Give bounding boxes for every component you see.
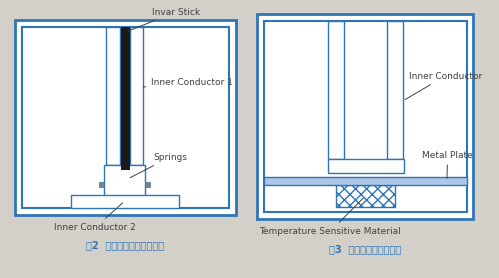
Bar [15,20,236,215]
Text: 图2  限制同轴腔内导体技术: 图2 限制同轴腔内导体技术 [86,240,164,250]
Text: Inner Conductor 1: Inner Conductor 1 [143,78,233,87]
Bar [121,27,130,170]
Bar [328,21,344,159]
Text: Inner Conductor: Inner Conductor [405,71,482,100]
Bar [130,27,143,165]
Text: 图3  同轴腔电容补偿技术: 图3 同轴腔电容补偿技术 [329,244,402,254]
Bar [145,182,150,187]
Bar [71,195,179,208]
Bar [264,177,467,185]
Bar [106,27,120,165]
Text: Invar Stick: Invar Stick [128,8,201,31]
Text: Metal Plate: Metal Plate [422,150,473,178]
Bar [21,27,229,208]
Bar [257,14,474,219]
Bar [336,185,395,207]
Bar [387,21,403,159]
Bar [104,165,145,203]
Bar [264,21,467,212]
Text: Temperature Sensitive Material: Temperature Sensitive Material [259,198,401,236]
Bar [99,182,104,187]
Bar [328,159,404,173]
Text: Inner Conductor 2: Inner Conductor 2 [54,203,136,232]
Text: Springs: Springs [130,153,187,178]
